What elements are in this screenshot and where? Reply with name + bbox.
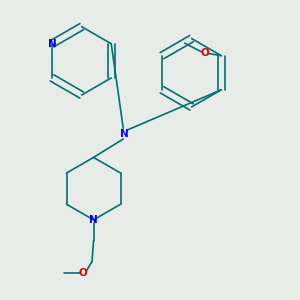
Text: N: N: [48, 39, 56, 49]
Text: N: N: [89, 215, 98, 225]
Text: O: O: [200, 48, 209, 58]
Text: O: O: [79, 268, 88, 278]
Text: N: N: [120, 129, 129, 139]
